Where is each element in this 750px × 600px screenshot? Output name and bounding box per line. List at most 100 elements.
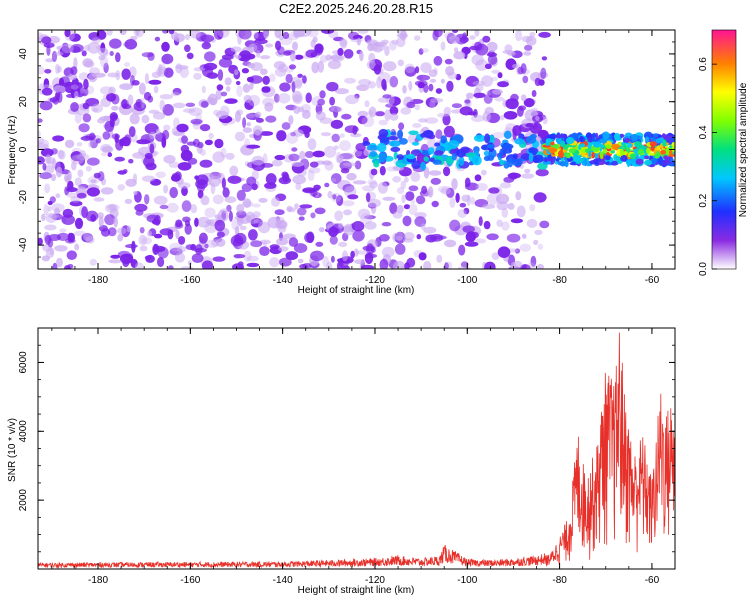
heatmap-cell [514, 248, 521, 254]
heatmap-cell [634, 141, 642, 148]
heatmap-cell [88, 72, 98, 83]
heatmap-cell [76, 153, 90, 161]
heatmap-cell [44, 165, 55, 174]
heatmap-cell [214, 138, 224, 149]
heatmap-cell [289, 64, 296, 70]
heatmap-cell [526, 218, 538, 228]
heatmap-cell [55, 193, 61, 199]
heatmap-cell [588, 150, 592, 158]
heatmap-cell [474, 174, 482, 182]
heatmap-cell [239, 225, 247, 231]
heatmap-cell [602, 131, 610, 140]
heatmap-cell [224, 77, 232, 86]
heatmap-cell [127, 94, 134, 106]
heatmap-cell [496, 193, 510, 204]
heatmap-cell [429, 100, 436, 108]
heatmap-cell [662, 139, 667, 147]
heatmap-cell [389, 140, 401, 147]
heatmap-cell [535, 168, 549, 177]
y-tick-label: -20 [18, 190, 29, 205]
heatmap-cell [236, 109, 244, 116]
heatmap-cell [90, 179, 97, 184]
heatmap-cell [254, 111, 262, 118]
heatmap-cell [377, 182, 388, 194]
heatmap-cell [153, 85, 159, 94]
heatmap-cell [74, 112, 82, 124]
heatmap-cell [548, 147, 557, 154]
heatmap-cell [52, 262, 58, 269]
colorbar-label: Normalized spectral amplitude [738, 82, 749, 217]
heatmap-cell [130, 75, 135, 86]
heatmap-cell [470, 196, 475, 205]
heatmap-cell [497, 81, 509, 88]
heatmap-cell [50, 173, 57, 182]
heatmap-cell [46, 44, 51, 56]
heatmap-cell [458, 244, 466, 256]
heatmap-cell [486, 192, 500, 205]
heatmap-cell [329, 55, 343, 60]
heatmap-cell [124, 39, 138, 50]
heatmap-cell [200, 34, 215, 43]
heatmap-cell [591, 152, 595, 159]
heatmap-cell [218, 57, 233, 68]
heatmap-cell [403, 204, 411, 210]
heatmap-cell [100, 187, 114, 195]
heatmap-cell [291, 147, 298, 152]
heatmap-cell [149, 143, 155, 154]
heatmap-cell [207, 93, 218, 106]
heatmap-cell [451, 153, 457, 161]
heatmap-cell [188, 107, 203, 117]
heatmap-cell [281, 122, 291, 130]
x-tick-label: -60 [645, 275, 660, 286]
heatmap-cell [70, 196, 81, 203]
heatmap-cell [307, 169, 315, 182]
heatmap-cell [440, 41, 446, 51]
heatmap-cell [542, 116, 548, 125]
heatmap-cell [487, 144, 495, 149]
heatmap-cell [354, 160, 362, 170]
heatmap-cell [545, 138, 553, 144]
heatmap-cell [175, 63, 183, 74]
heatmap-cell [418, 48, 424, 55]
heatmap-cell [366, 144, 379, 151]
heatmap-cell [433, 30, 443, 38]
heatmap-cell [285, 251, 299, 261]
heatmap-cell [133, 30, 145, 38]
heatmap-cell [486, 233, 499, 241]
heatmap-cell [482, 35, 491, 43]
heatmap-cell [330, 255, 335, 263]
heatmap-cell [356, 37, 361, 46]
heatmap-cell [106, 30, 113, 36]
heatmap-cell [415, 195, 426, 205]
heatmap-cell [469, 35, 476, 40]
heatmap-cell [338, 259, 349, 268]
heatmap-cell [141, 175, 156, 182]
heatmap-cell [87, 41, 101, 54]
heatmap-cell [405, 191, 415, 202]
heatmap-cell [158, 64, 166, 75]
heatmap-cell [342, 200, 355, 207]
heatmap-cell [274, 209, 285, 216]
heatmap-cell [44, 69, 52, 74]
heatmap-cell [560, 158, 565, 162]
heatmap-cell [78, 72, 89, 81]
heatmap-cell [400, 180, 407, 190]
heatmap-cell [234, 131, 246, 142]
heatmap-cell [88, 141, 93, 148]
heatmap-cell [524, 168, 531, 174]
heatmap-cell [52, 135, 65, 142]
heatmap-cell [433, 67, 438, 74]
heatmap-cell [70, 66, 78, 75]
x-tick-label: -180 [88, 575, 108, 586]
heatmap-cell [393, 260, 406, 269]
heatmap-cell [92, 107, 99, 113]
heatmap-cell [83, 78, 89, 90]
heatmap-cell [85, 97, 100, 107]
heatmap-cell [595, 132, 599, 139]
heatmap-panel: -180 -160 -140 -120 -100 -80 -60 -40 -20 0 20 40 H… [7, 29, 676, 296]
heatmap-cell [184, 219, 191, 227]
heatmap-cell [235, 110, 241, 123]
heatmap-cell [544, 157, 548, 163]
heatmap-cell [556, 136, 562, 145]
heatmap-cell [250, 240, 263, 248]
